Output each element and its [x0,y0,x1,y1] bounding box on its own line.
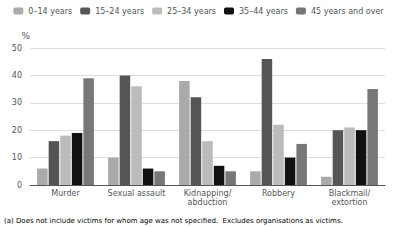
svg-text:extortion: extortion [331,198,367,207]
svg-text:50: 50 [12,44,22,53]
svg-text:0: 0 [17,181,22,190]
svg-text:Murder: Murder [51,189,80,198]
svg-text:15–24 years: 15–24 years [95,7,144,16]
svg-text:10: 10 [12,153,22,162]
svg-text:(a) Does not include victims f: (a) Does not include victims for whom ag… [4,217,343,225]
svg-text:abduction: abduction [188,198,228,207]
svg-text:45 years and over: 45 years and over [311,7,384,16]
svg-text:35–44 years: 35–44 years [239,7,288,16]
svg-text:Sexual assault: Sexual assault [108,189,166,198]
svg-text:Blackmail/: Blackmail/ [329,189,371,198]
svg-text:%: % [21,31,30,41]
svg-text:20: 20 [12,126,22,135]
svg-text:Kidnapping/: Kidnapping/ [184,189,232,198]
svg-text:40: 40 [12,71,22,80]
svg-text:Robbery: Robbery [262,189,295,198]
svg-text:25–34 years: 25–34 years [167,7,216,16]
svg-text:30: 30 [12,98,22,107]
svg-text:0–14 years: 0–14 years [28,7,72,16]
